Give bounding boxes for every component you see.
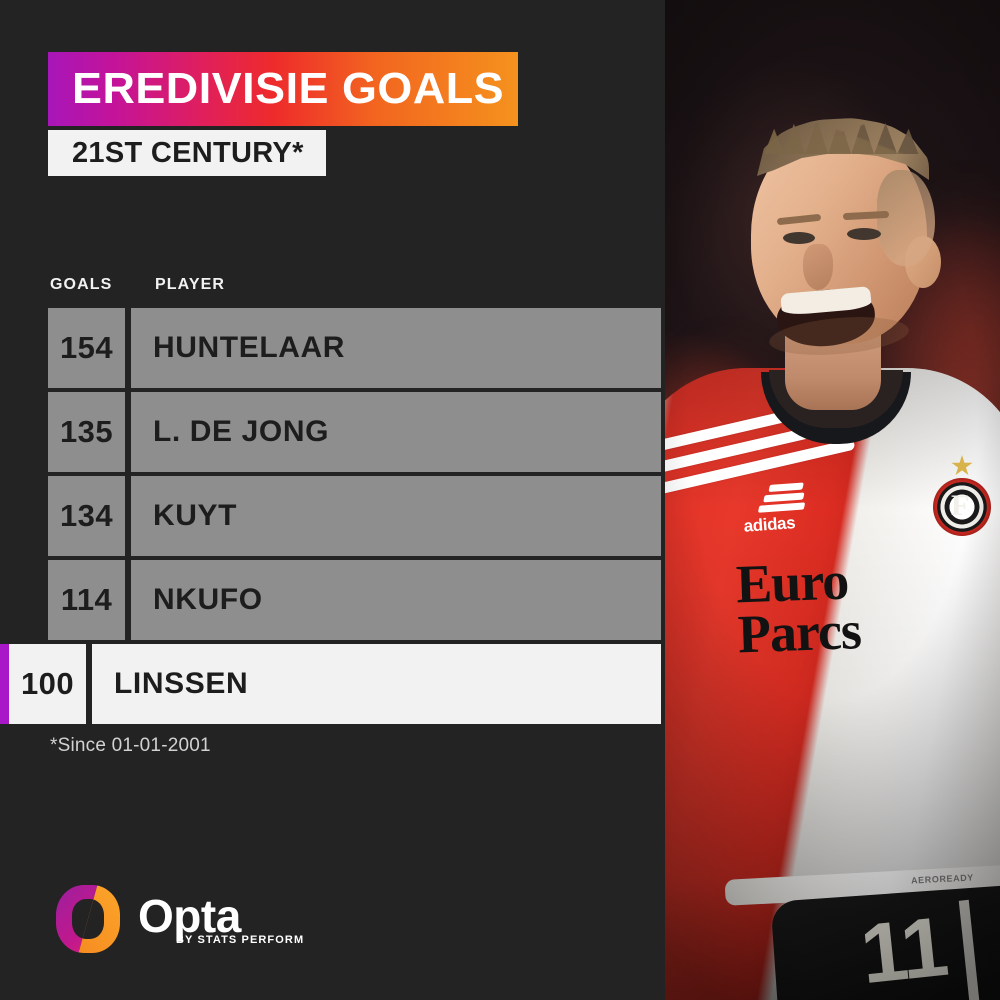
row-goals-value: 114 <box>48 560 125 640</box>
row-goals-value: 100 <box>9 644 86 724</box>
player-eye-left <box>783 232 815 244</box>
page-title: EREDIVISIE GOALS <box>72 64 505 113</box>
shorts-number: 11 <box>856 898 951 1000</box>
adidas-wordmark: adidas <box>743 513 796 536</box>
column-header-goals: GOALS <box>50 276 113 293</box>
table-row[interactable]: 114 NKUFO <box>0 560 665 640</box>
adidas-bar-2 <box>763 492 805 503</box>
footnote: *Since 01-01-2001 <box>50 735 211 756</box>
leaderboard-table: 154 HUNTELAAR 135 L. DE JONG 134 KUYT 11… <box>0 308 665 728</box>
content-panel: EREDIVISIE GOALS 21ST CENTURY* GOALS PLA… <box>0 52 665 955</box>
adidas-logo-icon: adidas <box>739 481 827 547</box>
table-row[interactable]: 135 L. DE JONG <box>0 392 665 472</box>
opta-wordmark: Opta BY STATS PERFORM <box>138 893 304 946</box>
row-goals-value: 134 <box>48 476 125 556</box>
sponsor-line-1: Euro <box>735 550 850 615</box>
page-subtitle: 21ST CENTURY* <box>72 136 304 169</box>
row-player-name: HUNTELAAR <box>131 308 661 388</box>
player-eye-right <box>847 228 881 240</box>
table-row[interactable]: 134 KUYT <box>0 476 665 556</box>
title-banner: EREDIVISIE GOALS <box>48 52 518 126</box>
jersey-sponsor: Euro Parcs <box>735 550 988 665</box>
table-row[interactable]: 154 HUNTELAAR <box>0 308 665 388</box>
row-accent-bar <box>0 644 9 724</box>
table-row-highlighted[interactable]: 100 LINSSEN <box>0 644 665 724</box>
opta-name: Opta <box>138 889 241 942</box>
opta-logo: Opta BY STATS PERFORM <box>52 883 304 955</box>
player-nose <box>803 244 833 290</box>
subtitle-banner: 21ST CENTURY* <box>48 130 326 176</box>
row-player-name: L. DE JONG <box>131 392 661 472</box>
row-player-name: KUYT <box>131 476 661 556</box>
row-goals-value: 135 <box>48 392 125 472</box>
column-headers: GOALS PLAYER <box>0 276 665 298</box>
adidas-bar-3 <box>768 482 804 492</box>
row-player-name: NKUFO <box>131 560 661 640</box>
player-hair-fade <box>877 170 935 266</box>
opta-mark-icon <box>52 883 124 955</box>
player-photo: adidas F Euro Parcs AEROREADY 11 <box>665 0 1000 1000</box>
crest-letter: F <box>951 489 970 522</box>
adidas-bar-1 <box>757 502 806 513</box>
club-crest-icon <box>933 478 991 536</box>
sponsor-line-2: Parcs <box>736 599 862 665</box>
opta-tagline: BY STATS PERFORM <box>176 933 305 946</box>
column-header-player: PLAYER <box>155 276 226 293</box>
row-player-name: LINSSEN <box>92 644 661 724</box>
row-goals-value: 154 <box>48 308 125 388</box>
